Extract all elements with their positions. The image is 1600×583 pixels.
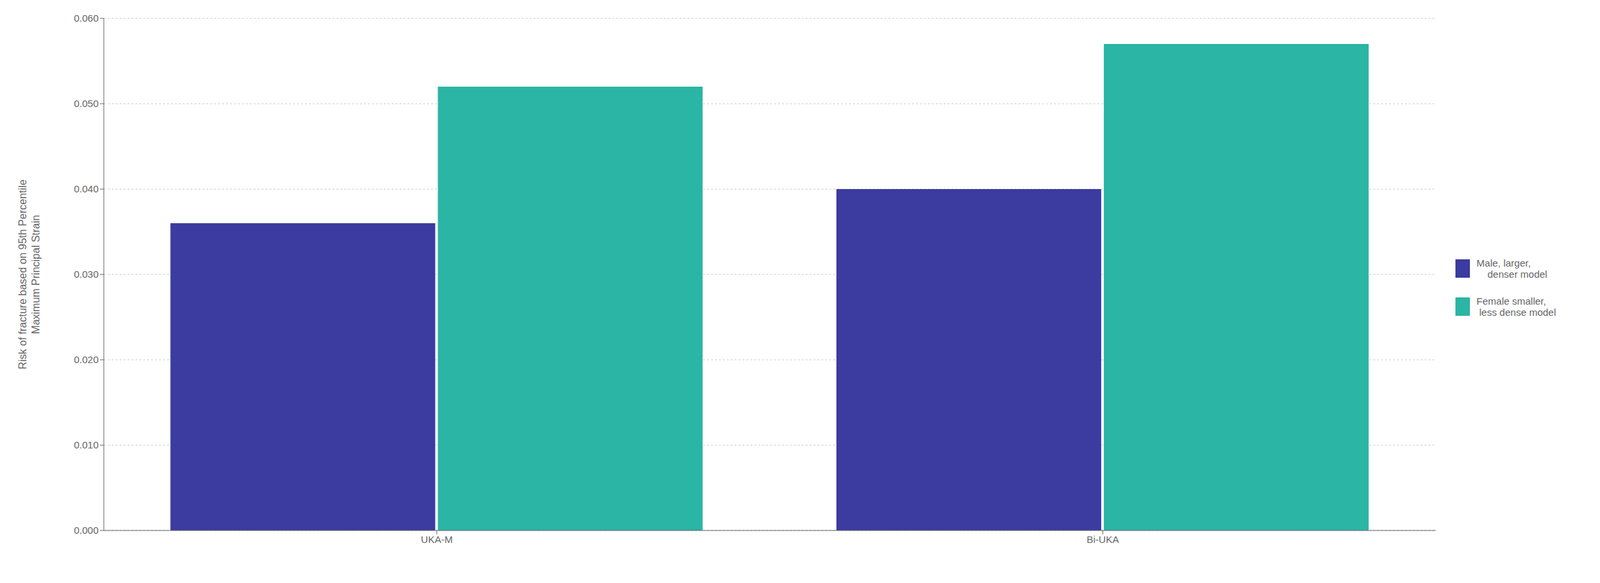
svg-text:Risk of fracture based on 95th: Risk of fracture based on 95th Percentil… [17,179,42,370]
html-text:Male, larger, denser model: Male, larger, denser model [1476,257,1548,280]
html-text:Female smaller, less dense mod: Female smaller, less dense model [1476,295,1556,319]
svg-text:0.030: 0.030 [73,268,99,280]
svg-text:0.060: 0.060 [73,12,99,24]
svg-text:Bi-UKA: Bi-UKA [1086,534,1120,546]
svg-text:0.010: 0.010 [73,439,99,451]
svg-text:0.050: 0.050 [73,97,99,110]
svg-text:0.000: 0.000 [73,525,99,537]
svg-text:UKA-M: UKA-M [421,534,453,546]
svg-text:0.020: 0.020 [73,354,99,366]
svg-text:0.040: 0.040 [73,183,99,195]
